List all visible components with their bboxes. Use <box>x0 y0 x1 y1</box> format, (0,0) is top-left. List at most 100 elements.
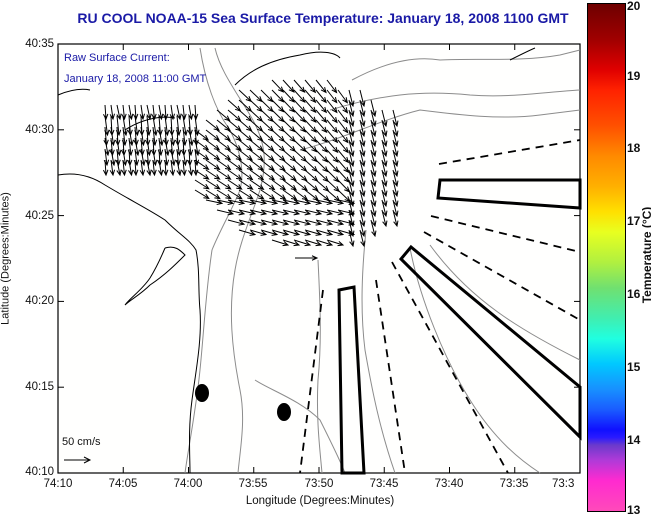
current-vector <box>359 149 366 168</box>
current-vector <box>260 179 276 191</box>
current-vector <box>194 149 210 161</box>
current-vector <box>381 129 388 148</box>
current-vector <box>315 219 334 226</box>
y-tick-label: 40:10 <box>25 466 54 478</box>
current-vector <box>348 109 355 128</box>
current-vector <box>326 119 338 134</box>
x-axis-label: Longitude (Degrees:Minutes) <box>245 495 395 507</box>
current-vector <box>326 79 338 94</box>
current-vector <box>293 129 307 143</box>
colorbar-tick: 17 <box>627 214 641 228</box>
current-vector <box>260 219 279 226</box>
current-vector <box>271 159 286 172</box>
current-vector <box>326 169 340 183</box>
current-vector <box>359 209 366 228</box>
x-tick-label: 73:55 <box>238 478 268 490</box>
current-vector <box>116 159 122 177</box>
current-vector <box>238 209 257 216</box>
current-vector <box>151 104 157 121</box>
current-vector <box>249 179 265 191</box>
current-vector <box>326 89 338 104</box>
current-vector <box>359 159 366 178</box>
colorbar-tick: 13 <box>627 503 641 517</box>
current-vector <box>121 159 127 177</box>
current-vector <box>381 139 388 158</box>
current-vector <box>326 99 338 114</box>
current-vector <box>293 209 312 216</box>
current-vector <box>315 159 329 173</box>
current-vector <box>337 119 349 134</box>
current-vector <box>271 89 285 103</box>
current-vector <box>348 129 355 148</box>
current-vector <box>271 209 290 216</box>
current-vector <box>293 189 309 201</box>
current-vector <box>271 239 290 247</box>
current-vector <box>282 119 296 133</box>
current-vector <box>326 129 339 144</box>
current-vector <box>348 219 355 238</box>
current-vector <box>370 129 377 148</box>
current-vector <box>293 179 308 191</box>
x-tick-label: 73:3 <box>552 478 575 490</box>
current-vector <box>128 126 134 147</box>
current-vector <box>271 109 285 123</box>
current-vector <box>348 89 355 108</box>
current-vector <box>260 169 276 181</box>
current-vector <box>359 189 366 208</box>
current-vector <box>392 149 399 168</box>
current-vector <box>205 149 221 161</box>
current-vector <box>282 169 297 182</box>
current-vector <box>304 89 317 104</box>
current-vector <box>359 89 366 108</box>
y-tick-label: 40:15 <box>25 381 54 393</box>
colorbar-tick: 15 <box>627 360 641 374</box>
current-vector <box>348 179 355 198</box>
current-vector <box>381 189 388 208</box>
current-vector <box>249 189 265 200</box>
current-vector <box>282 99 296 113</box>
shipping-lanes <box>337 178 582 475</box>
current-vector <box>370 209 377 228</box>
current-vector <box>315 139 328 153</box>
current-vector <box>194 189 210 200</box>
current-vector <box>392 119 399 138</box>
current-vector <box>381 159 388 178</box>
current-vector <box>128 159 134 177</box>
current-vector <box>238 139 253 152</box>
current-vector <box>164 137 170 157</box>
y-tick-label: 40:30 <box>25 124 54 136</box>
current-vector <box>260 229 279 236</box>
current-vector <box>260 159 275 171</box>
current-vector <box>282 229 301 236</box>
current-vector <box>326 159 340 173</box>
current-vector <box>205 119 220 132</box>
current-vector <box>370 119 377 138</box>
current-vector <box>194 139 210 151</box>
current-vector <box>293 219 312 226</box>
current-vector <box>205 179 221 190</box>
current-vector <box>260 199 279 206</box>
y-tick-label: 40:25 <box>25 210 54 222</box>
temperature-colorbar <box>587 3 626 512</box>
current-vector <box>348 159 355 178</box>
current-vectors <box>102 79 399 261</box>
current-vector <box>381 149 388 168</box>
current-vector <box>216 169 232 180</box>
current-vector <box>205 159 221 171</box>
current-vector <box>337 169 350 183</box>
current-vector <box>188 159 194 177</box>
current-vector <box>181 104 187 121</box>
current-vector <box>315 209 334 216</box>
current-vector <box>304 99 317 114</box>
colorbar-tick: 14 <box>627 433 641 447</box>
current-vector <box>271 179 287 191</box>
lane-dashed-boundaries <box>299 139 581 474</box>
chart-title: RU COOL NOAA-15 Sea Surface Temperature:… <box>77 10 569 26</box>
current-vector <box>205 169 221 180</box>
current-vector <box>227 179 243 190</box>
current-vector <box>271 229 290 236</box>
current-vector <box>260 89 274 103</box>
current-vector <box>249 199 268 206</box>
x-tick-label: 73:35 <box>499 478 529 490</box>
